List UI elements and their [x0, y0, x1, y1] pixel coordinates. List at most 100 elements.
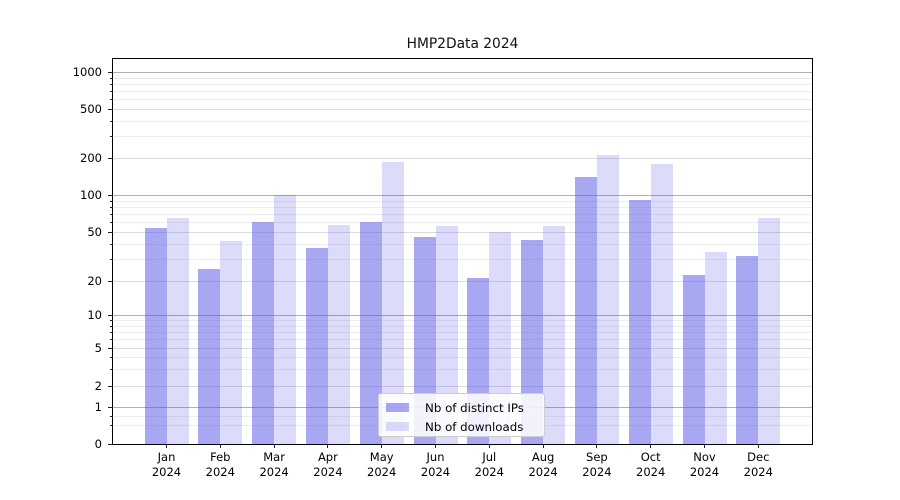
x-tick-label-line: 2024 [205, 464, 235, 479]
x-tick-label-line: Aug [531, 450, 555, 464]
y-minor-tick-mark [110, 222, 113, 224]
gridline-minor [113, 331, 812, 333]
x-tick-label-line: 2024 [420, 464, 451, 479]
gridline-minor [113, 91, 812, 93]
bar-distinct-ips-jun [413, 237, 436, 444]
y-tick-label: 500 [80, 101, 102, 116]
x-tick-label: Dec 2024 [726, 450, 790, 479]
plot-area [113, 59, 812, 444]
gridline-minor [113, 120, 812, 122]
x-tick-label: May 2024 [350, 450, 414, 479]
x-tick-mark [273, 444, 275, 448]
gridline-minor [113, 339, 812, 340]
x-tick-label: Aug 2024 [511, 450, 575, 479]
x-tick-label-line: Feb [210, 450, 231, 464]
gridline-minor [113, 222, 812, 224]
x-tick-label-line: Jan [157, 450, 176, 464]
x-tick-label-line: Oct [640, 450, 661, 464]
x-tick-label-line: 2024 [689, 464, 720, 479]
bar-distinct-ips-mar [252, 222, 275, 444]
bar-distinct-ips-nov [682, 275, 705, 444]
legend-label: Nb of downloads [425, 419, 524, 434]
x-tick-label-line: 2024 [636, 464, 666, 479]
y-tick-label: 50 [87, 224, 102, 239]
gridline-2 [113, 385, 812, 387]
x-tick-label-line: 2024 [528, 464, 558, 479]
x-tick-mark [166, 444, 167, 448]
y-tick-mark [108, 231, 113, 233]
y-minor-tick-mark [110, 425, 113, 427]
y-tick-mark [108, 444, 113, 445]
bar-downloads-feb [220, 241, 243, 444]
bar-distinct-ips-apr [305, 247, 328, 444]
x-tick-label-line: Dec [747, 450, 770, 464]
gridline-minor [113, 368, 812, 370]
gridline-100 [113, 195, 812, 197]
gridline-minor [113, 77, 812, 79]
x-tick-label-line: 2024 [259, 464, 289, 479]
x-tick-mark [327, 444, 329, 448]
gridline-50 [113, 231, 812, 233]
bar-distinct-ips-may [359, 222, 382, 444]
gridline-minor [113, 243, 812, 245]
y-tick-mark [108, 157, 113, 159]
y-minor-tick-mark [110, 339, 113, 340]
bar-downloads-dec [758, 217, 781, 444]
x-tick-label: Jun 2024 [404, 450, 468, 479]
gridline-10 [113, 315, 812, 317]
y-tick-mark [108, 385, 113, 387]
y-tick-label: 200 [80, 150, 102, 165]
y-minor-tick-mark [110, 320, 113, 322]
gridline-20 [113, 280, 812, 282]
x-tick-label-line: 2024 [313, 464, 343, 479]
x-tick-label-line: Nov [693, 450, 716, 464]
bar-distinct-ips-feb [198, 268, 221, 444]
bar-distinct-ips-sep [574, 177, 597, 444]
y-minor-tick-mark [110, 91, 113, 93]
gridline-500 [113, 108, 812, 110]
y-tick-mark [108, 195, 113, 197]
y-minor-tick-mark [110, 206, 113, 208]
x-tick-mark [219, 444, 221, 448]
y-tick-mark [108, 347, 113, 349]
y-tick-label: 100 [80, 188, 102, 203]
x-tick-mark [381, 444, 383, 448]
bar-downloads-oct [650, 163, 673, 444]
x-tick-mark [650, 444, 652, 448]
y-tick-label: 10 [87, 308, 102, 323]
x-tick-label: Feb 2024 [188, 450, 252, 479]
bar-distinct-ips-jan [144, 227, 167, 444]
gridline-minor [113, 320, 812, 322]
y-minor-tick-mark [110, 83, 113, 85]
x-tick-label: Apr 2024 [296, 450, 360, 479]
x-tick-mark [596, 444, 598, 448]
y-minor-tick-mark [110, 214, 113, 216]
legend-label: Nb of distinct IPs [425, 400, 524, 415]
bar-downloads-jul [489, 231, 512, 444]
gridline-minor [113, 206, 812, 208]
legend-swatch-downloads [386, 422, 409, 431]
bar-distinct-ips-aug [521, 239, 544, 444]
x-tick-label: Sep 2024 [565, 450, 629, 479]
y-tick-label: 5 [94, 340, 102, 355]
gridline-5 [113, 347, 812, 349]
y-minor-tick-mark [110, 77, 113, 79]
x-tick-label-line: Jun [426, 450, 445, 464]
bar-distinct-ips-dec [736, 255, 759, 444]
y-tick-label: 0 [94, 437, 102, 451]
y-tick-label: 2 [94, 378, 102, 393]
y-minor-tick-mark [110, 325, 113, 327]
x-tick-label: Oct 2024 [619, 450, 683, 479]
x-tick-mark [488, 444, 490, 448]
y-minor-tick-mark [110, 356, 113, 358]
x-tick-label: Mar 2024 [242, 450, 306, 479]
y-tick-label: 20 [87, 273, 102, 288]
y-tick-mark [108, 315, 113, 317]
bar-downloads-apr [327, 224, 350, 444]
x-tick-label-line: 2024 [743, 464, 773, 479]
x-tick-label-line: Jul [482, 450, 497, 464]
y-minor-tick-mark [110, 331, 113, 333]
gridline-minor [113, 136, 812, 138]
y-tick-label: 1000 [72, 65, 102, 80]
